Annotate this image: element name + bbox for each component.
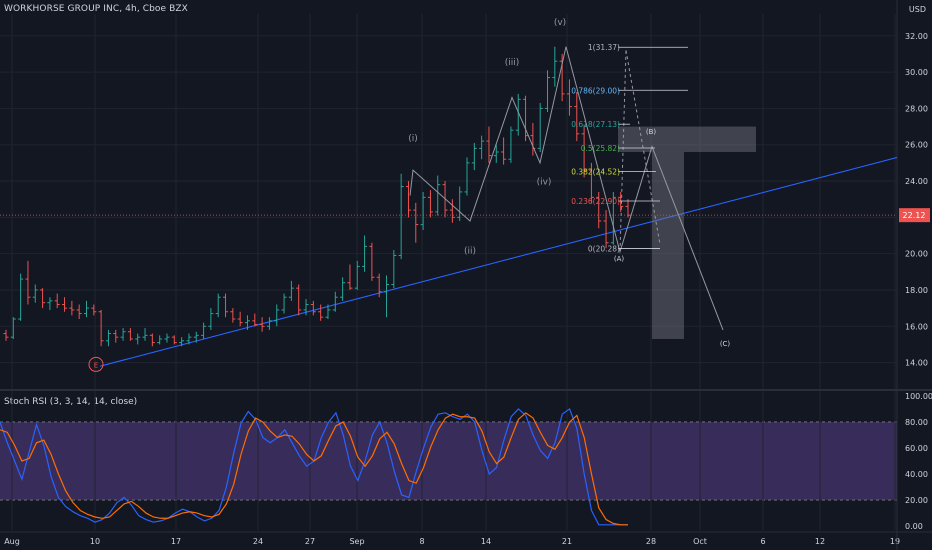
target-box-lower: [652, 151, 684, 339]
last-price-label: 22.12: [903, 211, 926, 220]
y-tick-label: 30.00: [905, 68, 928, 77]
x-tick-label: Aug: [4, 537, 20, 546]
wave-label: (C): [720, 340, 731, 348]
fib-level-label: 0.618(27.13): [571, 120, 620, 129]
x-tick-label: Oct: [693, 537, 707, 546]
y-tick-label: 18.00: [905, 286, 928, 295]
x-tick-label: 19: [890, 537, 900, 546]
fib-level-label: 0(20.28): [588, 245, 620, 254]
fib-level-label: 1(31.37): [588, 43, 620, 52]
y-tick-label: 32.00: [905, 32, 928, 41]
wave-label: (v): [554, 18, 566, 28]
currency-label: USD: [908, 5, 926, 14]
wave-label: E: [94, 361, 98, 369]
x-tick-label: 8: [419, 537, 424, 546]
y-tick-label: 20.00: [905, 250, 928, 259]
stoch-tick-label: 40.00: [905, 470, 928, 479]
indicator-label: Stoch RSI (3, 3, 14, 14, close): [4, 397, 138, 407]
x-tick-label: 28: [646, 537, 656, 546]
stoch-d-line: [0, 412, 628, 526]
fib-level-label: 0.236(22.90): [571, 197, 620, 206]
wave-path: [409, 46, 724, 331]
y-tick-label: 26.00: [905, 141, 928, 150]
x-tick-label: 10: [90, 537, 100, 546]
x-tick-label: 14: [481, 537, 491, 546]
wave-label: (iv): [537, 178, 552, 188]
x-tick-label: 27: [305, 537, 315, 546]
stoch-tick-label: 20.00: [905, 496, 928, 505]
wave-label: (A): [614, 255, 625, 263]
y-tick-label: 24.00: [905, 177, 928, 186]
chart-title: WORKHORSE GROUP INC, 4h, Cboe BZX: [4, 4, 188, 14]
y-tick-label: 14.00: [905, 359, 928, 368]
stoch-tick-label: 60.00: [905, 444, 928, 453]
x-tick-label: Sep: [349, 537, 364, 546]
y-tick-label: 28.00: [905, 104, 928, 113]
wave-label: (iii): [505, 58, 520, 68]
stoch-band: [0, 421, 897, 501]
wave-label: (B): [646, 128, 657, 136]
fib-diagonal: [619, 50, 627, 252]
stoch-tick-label: 100.00: [905, 392, 932, 401]
x-tick-label: 24: [253, 537, 263, 546]
x-tick-label: 21: [562, 537, 572, 546]
y-tick-label: 16.00: [905, 322, 928, 331]
trendline: [99, 156, 898, 367]
last-price-badge: [899, 208, 930, 223]
x-tick-label: 12: [815, 537, 825, 546]
stoch-tick-label: 0.00: [905, 522, 923, 531]
fib-level-label: 0.382(24.52): [571, 168, 620, 177]
fib-diagonal: [625, 50, 661, 245]
fib-level-label: 0.786(29.00): [571, 86, 620, 95]
x-tick-label: 17: [171, 537, 181, 546]
x-tick-label: 6: [760, 537, 765, 546]
wave-label: (ii): [464, 247, 476, 257]
fib-level-label: 0.5(25.82): [581, 144, 620, 153]
stoch-tick-label: 80.00: [905, 418, 928, 427]
wave-e-marker: [88, 356, 104, 372]
wave-label: (i): [408, 134, 418, 144]
